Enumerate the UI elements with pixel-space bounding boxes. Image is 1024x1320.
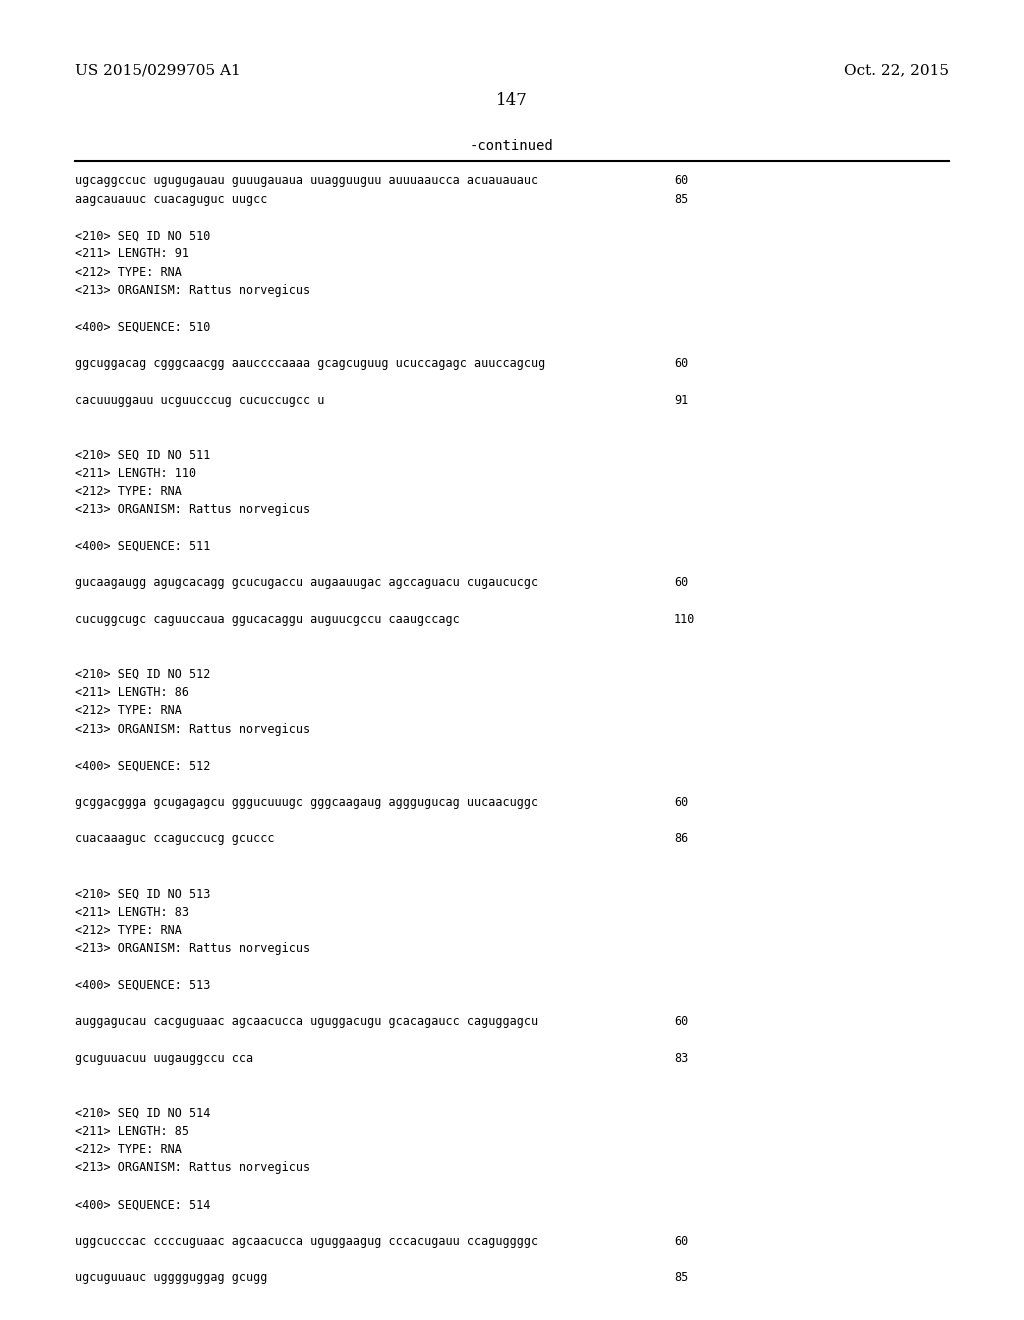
Text: <213> ORGANISM: Rattus norvegicus: <213> ORGANISM: Rattus norvegicus: [75, 503, 310, 516]
Text: 85: 85: [674, 193, 688, 206]
Text: <211> LENGTH: 83: <211> LENGTH: 83: [75, 906, 188, 919]
Text: <213> ORGANISM: Rattus norvegicus: <213> ORGANISM: Rattus norvegicus: [75, 1162, 310, 1175]
Text: <400> SEQUENCE: 514: <400> SEQUENCE: 514: [75, 1199, 210, 1210]
Text: cucuggcugc caguuccaua ggucacaggu auguucgccu caaugccagc: cucuggcugc caguuccaua ggucacaggu auguucg…: [75, 612, 460, 626]
Text: 110: 110: [674, 612, 695, 626]
Text: aagcauauuc cuacaguguc uugcc: aagcauauuc cuacaguguc uugcc: [75, 193, 267, 206]
Text: <210> SEQ ID NO 513: <210> SEQ ID NO 513: [75, 887, 210, 900]
Text: <213> ORGANISM: Rattus norvegicus: <213> ORGANISM: Rattus norvegicus: [75, 284, 310, 297]
Text: Oct. 22, 2015: Oct. 22, 2015: [844, 63, 949, 78]
Text: <213> ORGANISM: Rattus norvegicus: <213> ORGANISM: Rattus norvegicus: [75, 722, 310, 735]
Text: -continued: -continued: [470, 139, 554, 153]
Text: 86: 86: [674, 833, 688, 845]
Text: <212> TYPE: RNA: <212> TYPE: RNA: [75, 924, 181, 937]
Text: uggcucccac ccccuguaac agcaacucca uguggaagug cccacugauu ccaguggggc: uggcucccac ccccuguaac agcaacucca uguggaa…: [75, 1234, 538, 1247]
Text: cacuuuggauu ucguucccug cucuccugcc u: cacuuuggauu ucguucccug cucuccugcc u: [75, 393, 325, 407]
Text: <400> SEQUENCE: 513: <400> SEQUENCE: 513: [75, 978, 210, 991]
Text: 60: 60: [674, 356, 688, 370]
Text: <212> TYPE: RNA: <212> TYPE: RNA: [75, 265, 181, 279]
Text: <400> SEQUENCE: 512: <400> SEQUENCE: 512: [75, 759, 210, 772]
Text: 60: 60: [674, 1015, 688, 1028]
Text: <211> LENGTH: 86: <211> LENGTH: 86: [75, 686, 188, 700]
Text: <212> TYPE: RNA: <212> TYPE: RNA: [75, 705, 181, 717]
Text: <212> TYPE: RNA: <212> TYPE: RNA: [75, 484, 181, 498]
Text: ggcuggacag cgggcaacgg aauccccaaaa gcagcuguug ucuccagagc auuccagcug: ggcuggacag cgggcaacgg aauccccaaaa gcagcu…: [75, 356, 545, 370]
Text: gucaagaugg agugcacagg gcucugaccu augaauugac agccaguacu cugaucucgc: gucaagaugg agugcacagg gcucugaccu augaauu…: [75, 577, 538, 590]
Text: 85: 85: [674, 1271, 688, 1284]
Text: <213> ORGANISM: Rattus norvegicus: <213> ORGANISM: Rattus norvegicus: [75, 942, 310, 956]
Text: <210> SEQ ID NO 514: <210> SEQ ID NO 514: [75, 1106, 210, 1119]
Text: <211> LENGTH: 85: <211> LENGTH: 85: [75, 1125, 188, 1138]
Text: <210> SEQ ID NO 510: <210> SEQ ID NO 510: [75, 230, 210, 242]
Text: 60: 60: [674, 174, 688, 187]
Text: <210> SEQ ID NO 511: <210> SEQ ID NO 511: [75, 449, 210, 462]
Text: <211> LENGTH: 91: <211> LENGTH: 91: [75, 247, 188, 260]
Text: 91: 91: [674, 393, 688, 407]
Text: cuacaaaguc ccaguccucg gcuccc: cuacaaaguc ccaguccucg gcuccc: [75, 833, 274, 845]
Text: <210> SEQ ID NO 512: <210> SEQ ID NO 512: [75, 668, 210, 681]
Text: ugcuguuauc ugggguggag gcugg: ugcuguuauc ugggguggag gcugg: [75, 1271, 267, 1284]
Text: US 2015/0299705 A1: US 2015/0299705 A1: [75, 63, 241, 78]
Text: gcuguuacuu uugauggccu cca: gcuguuacuu uugauggccu cca: [75, 1052, 253, 1065]
Text: <400> SEQUENCE: 511: <400> SEQUENCE: 511: [75, 540, 210, 553]
Text: 60: 60: [674, 577, 688, 590]
Text: gcggacggga gcugagagcu gggucuuugc gggcaagaug agggugucag uucaacuggc: gcggacggga gcugagagcu gggucuuugc gggcaag…: [75, 796, 538, 809]
Text: <400> SEQUENCE: 510: <400> SEQUENCE: 510: [75, 321, 210, 334]
Text: 60: 60: [674, 796, 688, 809]
Text: <212> TYPE: RNA: <212> TYPE: RNA: [75, 1143, 181, 1156]
Text: 83: 83: [674, 1052, 688, 1065]
Text: ugcaggccuc ugugugauau guuugauaua uuagguuguu auuuaaucca acuauauauc: ugcaggccuc ugugugauau guuugauaua uuagguu…: [75, 174, 538, 187]
Text: <211> LENGTH: 110: <211> LENGTH: 110: [75, 467, 196, 479]
Text: auggagucau cacguguaac agcaacucca uguggacugu gcacagaucc caguggagcu: auggagucau cacguguaac agcaacucca uguggac…: [75, 1015, 538, 1028]
Text: 60: 60: [674, 1234, 688, 1247]
Text: 147: 147: [496, 92, 528, 110]
